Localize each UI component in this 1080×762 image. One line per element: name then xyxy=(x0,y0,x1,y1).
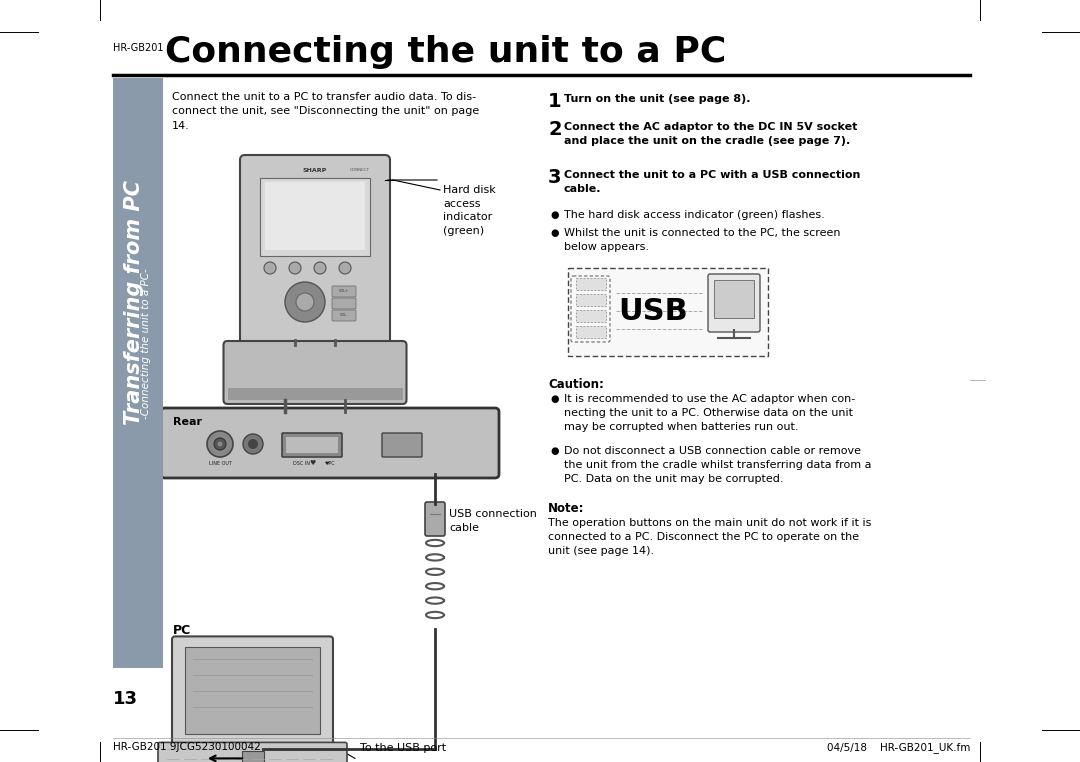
Circle shape xyxy=(264,262,276,274)
Text: 04/5/18    HR-GB201_UK.fm: 04/5/18 HR-GB201_UK.fm xyxy=(826,742,970,753)
Circle shape xyxy=(217,441,222,447)
Text: Turn on the unit (see page 8).: Turn on the unit (see page 8). xyxy=(564,94,751,104)
FancyBboxPatch shape xyxy=(240,155,390,360)
FancyBboxPatch shape xyxy=(286,437,338,453)
Text: ●: ● xyxy=(550,228,558,238)
Text: ●: ● xyxy=(550,394,558,404)
FancyBboxPatch shape xyxy=(332,310,356,321)
FancyBboxPatch shape xyxy=(242,751,264,762)
Circle shape xyxy=(339,262,351,274)
FancyBboxPatch shape xyxy=(426,502,445,536)
Text: Transferring from PC: Transferring from PC xyxy=(124,180,144,424)
FancyBboxPatch shape xyxy=(382,433,422,457)
FancyBboxPatch shape xyxy=(260,178,370,256)
Text: Connect the unit to a PC to transfer audio data. To dis-
connect the unit, see ": Connect the unit to a PC to transfer aud… xyxy=(172,92,480,131)
Text: -Connecting the unit to a PC-: -Connecting the unit to a PC- xyxy=(141,268,151,419)
Text: LINE OUT: LINE OUT xyxy=(208,461,231,466)
FancyBboxPatch shape xyxy=(576,326,606,338)
Text: Whilst the unit is connected to the PC, the screen
below appears.: Whilst the unit is connected to the PC, … xyxy=(564,228,840,252)
Text: The operation buttons on the main unit do not work if it is
connected to a PC. D: The operation buttons on the main unit d… xyxy=(548,518,872,556)
Text: 1: 1 xyxy=(548,92,562,111)
Text: Caution:: Caution: xyxy=(548,378,604,391)
Circle shape xyxy=(248,439,258,449)
Text: Rear: Rear xyxy=(173,417,202,427)
Text: ●: ● xyxy=(550,446,558,456)
Text: 2: 2 xyxy=(548,120,562,139)
Bar xyxy=(113,78,163,668)
Bar xyxy=(185,648,320,735)
Circle shape xyxy=(214,438,226,450)
Text: 3: 3 xyxy=(548,168,562,187)
FancyBboxPatch shape xyxy=(568,268,768,356)
Text: Connect the AC adaptor to the DC IN 5V socket
and place the unit on the cradle (: Connect the AC adaptor to the DC IN 5V s… xyxy=(564,122,858,146)
FancyBboxPatch shape xyxy=(282,433,342,457)
Bar xyxy=(228,388,403,400)
Circle shape xyxy=(243,434,264,454)
FancyBboxPatch shape xyxy=(576,294,606,306)
FancyBboxPatch shape xyxy=(576,310,606,322)
Text: SHARP: SHARP xyxy=(302,168,327,173)
Text: CONNECT: CONNECT xyxy=(350,168,370,172)
Text: Note:: Note: xyxy=(548,502,584,515)
Text: DSC IN: DSC IN xyxy=(293,461,310,466)
FancyBboxPatch shape xyxy=(332,286,356,297)
Text: HR-GB201 9JCG5230100042: HR-GB201 9JCG5230100042 xyxy=(113,742,260,752)
Text: PC: PC xyxy=(173,624,191,637)
Text: USB connection
cable: USB connection cable xyxy=(449,509,537,533)
FancyBboxPatch shape xyxy=(161,408,499,478)
Text: Do not disconnect a USB connection cable or remove
the unit from the cradle whil: Do not disconnect a USB connection cable… xyxy=(564,446,872,484)
Text: Hard disk
access
indicator
(green): Hard disk access indicator (green) xyxy=(443,185,496,235)
FancyBboxPatch shape xyxy=(708,274,760,332)
Text: It is recommended to use the AC adaptor when con-
necting the unit to a PC. Othe: It is recommended to use the AC adaptor … xyxy=(564,394,855,432)
Bar xyxy=(714,280,754,318)
Circle shape xyxy=(289,262,301,274)
Text: VOL+: VOL+ xyxy=(339,289,349,293)
Circle shape xyxy=(285,282,325,322)
FancyBboxPatch shape xyxy=(224,341,406,404)
Text: 13: 13 xyxy=(113,690,138,708)
FancyBboxPatch shape xyxy=(158,742,347,762)
Text: To the USB port: To the USB port xyxy=(360,744,446,754)
Text: VOL-: VOL- xyxy=(340,313,348,317)
FancyBboxPatch shape xyxy=(332,298,356,309)
Bar xyxy=(265,182,365,250)
Text: ♥: ♥ xyxy=(309,460,315,466)
Text: HR-GB201: HR-GB201 xyxy=(113,43,163,53)
Text: ♥PC: ♥PC xyxy=(325,461,336,466)
Circle shape xyxy=(296,293,314,311)
Text: Connect the unit to a PC with a USB connection
cable.: Connect the unit to a PC with a USB conn… xyxy=(564,170,861,194)
Text: Connecting the unit to a PC: Connecting the unit to a PC xyxy=(165,35,726,69)
Circle shape xyxy=(207,431,233,457)
Text: USB: USB xyxy=(618,297,688,326)
FancyBboxPatch shape xyxy=(172,636,333,748)
Text: The hard disk access indicator (green) flashes.: The hard disk access indicator (green) f… xyxy=(564,210,825,220)
Text: ●: ● xyxy=(550,210,558,220)
Circle shape xyxy=(314,262,326,274)
FancyBboxPatch shape xyxy=(576,278,606,290)
